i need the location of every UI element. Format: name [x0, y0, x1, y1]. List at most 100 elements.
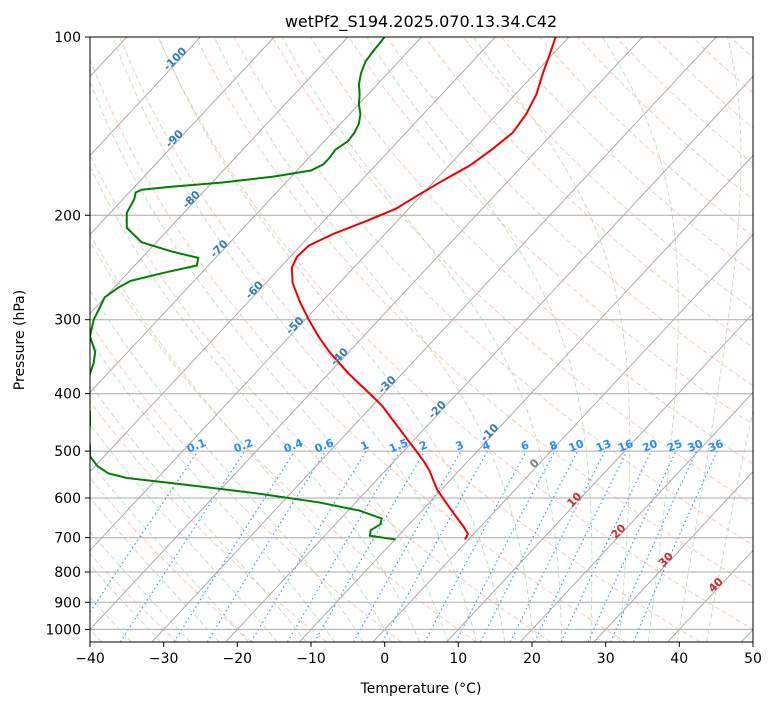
mixing-ratio-label: 30 [686, 437, 705, 455]
isotherm-line [372, 233, 753, 642]
dry-adiabat-line [90, 58, 626, 642]
moist-adiabat-line [601, 37, 679, 642]
mixing-ratio-label: 36 [706, 437, 725, 455]
mixing-ratio-label: 1 [359, 438, 371, 453]
dry-adiabat-line [233, 37, 753, 546]
moist-adiabat-line [213, 37, 534, 642]
isotherm-line [90, 37, 643, 631]
dry-adiabat-line [348, 37, 753, 426]
dry-adiabat-line [501, 37, 753, 274]
dry-adiabat-line [119, 37, 701, 642]
mixing-ratio-line [534, 450, 628, 642]
plot-frame [89, 36, 754, 643]
chart-title: wetPf2_S194.2025.070.13.34.C42 [285, 12, 557, 32]
y-tick-label: 1000 [45, 622, 81, 638]
moist-adiabat-line [90, 383, 307, 642]
mixing-ratio-line [560, 450, 652, 642]
isotherm-line [90, 37, 496, 473]
dry-adiabat-line [90, 321, 402, 642]
dewpoint-line [90, 37, 396, 541]
x-axis-label: Temperature (°C) [360, 681, 482, 697]
x-tick-label: −30 [149, 651, 179, 667]
dry-adiabat-line [539, 37, 753, 237]
dry-adiabat-line [157, 37, 753, 631]
mixing-ratio-label: 20 [640, 437, 659, 455]
mixing-ratio-label: 13 [594, 437, 613, 455]
y-axis-label: Pressure (hPa) [12, 290, 28, 390]
grid-lines-group [90, 37, 753, 642]
dry-adiabat-line [424, 37, 753, 349]
x-tick-label: 10 [449, 651, 467, 667]
isotherm-line [90, 37, 422, 394]
moist-adiabat-line [706, 407, 753, 642]
x-tick-label: 50 [744, 651, 762, 667]
moist-adiabat-line [281, 37, 563, 642]
x-tick-label: −20 [223, 651, 253, 667]
isotherm-line [225, 75, 753, 642]
y-tick-label: 800 [54, 565, 81, 581]
y-tick-label: 500 [54, 444, 81, 460]
mixing-ratio-line [173, 450, 296, 642]
moist-adiabat-line [90, 423, 278, 642]
moist-adiabat-line [90, 461, 249, 642]
isotherm-line [90, 37, 275, 236]
mixing-ratio-line [286, 450, 401, 642]
mixing-ratio-line [250, 450, 367, 642]
y-tick-label: 900 [54, 595, 81, 611]
y-tick-label: 200 [54, 208, 81, 224]
x-tick-label: −40 [75, 651, 105, 667]
moist-adiabat-line [472, 37, 631, 642]
mixing-ratio-line [206, 450, 327, 642]
isotherm-line [151, 37, 717, 642]
y-tick-label: 600 [54, 491, 81, 507]
dry-adiabat-line [577, 37, 753, 201]
plot-area-background [90, 37, 753, 642]
dry-adiabat-line [386, 37, 753, 387]
moist-adiabat-line [366, 37, 593, 642]
y-tick-label: 400 [54, 387, 81, 403]
dry-adiabat-line [90, 153, 551, 642]
dry-adiabat-line [90, 477, 253, 642]
moist-adiabat-line [112, 37, 477, 642]
mixing-ratio-line [509, 450, 606, 642]
y-tick-label: 100 [54, 30, 81, 46]
moist-adiabat-line [90, 80, 449, 642]
x-tick-label: 40 [670, 651, 688, 667]
mixing-ratio-lines-group [90, 450, 718, 642]
dry-adiabat-line [272, 37, 753, 505]
mixing-ratio-label: 10 [567, 437, 586, 455]
profile-lines-group [90, 37, 557, 541]
dry-adiabat-line [462, 37, 753, 311]
moist-adiabat-line [676, 37, 742, 642]
background-lines-group [90, 37, 753, 642]
isotherm-line [90, 37, 349, 315]
isotherm-line [90, 37, 201, 157]
x-tick-label: 30 [597, 651, 615, 667]
x-tick-label: 0 [380, 651, 389, 667]
mixing-ratio-label: 25 [665, 437, 684, 455]
moist-adiabat-line [90, 530, 191, 642]
dry-adiabat-line [90, 400, 327, 642]
mixing-ratio-label: 16 [616, 437, 635, 455]
y-tick-label: 700 [54, 531, 81, 547]
dry-adiabat-line [615, 37, 753, 165]
mixing-ratio-label: 2 [417, 438, 429, 453]
isotherm-line [519, 391, 753, 642]
dry-adiabat-line [90, 240, 477, 642]
mixing-ratio-label: 3 [454, 438, 466, 453]
mixing-ratio-label: 8 [548, 438, 560, 453]
mixing-ratio-line [587, 450, 677, 642]
mixing-ratio-line [424, 450, 527, 642]
mixing-ratio-line [313, 450, 426, 642]
isotherm-line [446, 312, 753, 642]
axes-group: −40 −30 −20 −10 0 10 20 30 40 50 100 200 300 400 500 60… [45, 30, 762, 667]
x-tick-label: 20 [523, 651, 541, 667]
x-tick-label: −10 [296, 651, 326, 667]
isotherm-line [593, 470, 753, 642]
temperature-line [290, 37, 557, 540]
y-tick-label: 300 [54, 313, 81, 329]
isotherm-line [298, 154, 753, 642]
isotherm-line [90, 37, 570, 552]
moist-adiabat-line [90, 339, 336, 642]
